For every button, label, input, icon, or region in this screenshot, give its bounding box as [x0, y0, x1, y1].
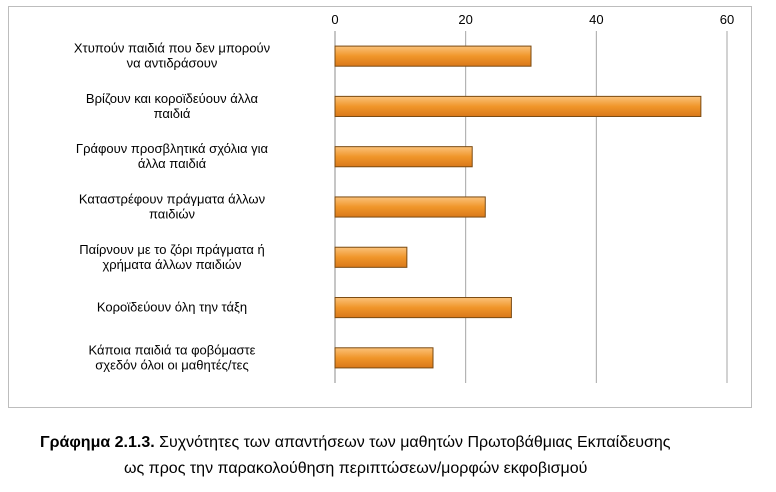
caption-line1: Συχνότητες των απαντήσεων των μαθητών Πρ… [154, 434, 671, 451]
category-label-line: Χτυπούν παιδιά που δεν μπορούν [74, 41, 270, 56]
bar [334, 347, 434, 369]
bar [334, 146, 473, 168]
category-label-line: χρήματα άλλων παιδιών [102, 257, 241, 272]
category-label-line: Βρίζουν και κοροϊδεύουν άλλα [86, 91, 259, 106]
bar [334, 95, 702, 117]
tick-label: 0 [331, 12, 338, 27]
category-label-line: Γράφουν προσβλητικά σχόλια για [76, 141, 269, 156]
category-label-line: παιδιών [149, 207, 195, 222]
category-labels: Χτυπούν παιδιά που δεν μπορούν να αντιδρά… [74, 41, 270, 373]
category-label-line: να αντιδράσουν [127, 56, 218, 71]
bar-chart: 0 20 40 60 Χτυπούν παιδιά που δεν μπορούν να… [74, 12, 734, 383]
bar [334, 196, 486, 218]
category-label: Παίρνουν με το ζόρι πράγματα ή χρήματα άλ… [79, 242, 265, 272]
category-label-line: Παίρνουν με το ζόρι πράγματα ή [79, 242, 265, 257]
category-label-line: Καταστρέφουν πράγματα άλλων [79, 192, 265, 207]
category-label: Χτυπούν παιδιά που δεν μπορούν να αντιδρά… [74, 41, 270, 71]
category-label: Κοροϊδεύουν όλη την τάξη [97, 300, 247, 315]
category-label-line: άλλα παιδιά [138, 156, 207, 171]
category-label-line: παιδιά [154, 106, 191, 121]
bar [334, 297, 512, 319]
bars [334, 45, 702, 369]
bar [334, 45, 532, 67]
category-label-line: σχεδόν όλοι οι μαθητές/τες [95, 357, 248, 372]
category-label-line: Κοροϊδεύουν όλη την τάξη [97, 300, 247, 315]
x-axis-ticks: 0 20 40 60 [331, 12, 734, 27]
figure-caption: Γράφημα 2.1.3. Συχνότητες των απαντήσεων… [40, 430, 760, 482]
category-label: Καταστρέφουν πράγματα άλλων παιδιών [79, 192, 265, 222]
tick-label: 60 [720, 12, 734, 27]
category-label: Κάποια παιδιά τα φοβόμαστε σχεδόν όλοι οι… [89, 342, 256, 372]
caption-label: Γράφημα 2.1.3. [40, 434, 155, 451]
tick-label: 40 [589, 12, 603, 27]
chart-frame: 0 20 40 60 Χτυπούν παιδιά που δεν μπορούν να… [8, 6, 752, 408]
category-label: Βρίζουν και κοροϊδεύουν άλλα παιδιά [86, 91, 259, 121]
tick-label: 20 [458, 12, 472, 27]
category-label: Γράφουν προσβλητικά σχόλια για άλλα παιδι… [76, 141, 269, 171]
category-label-line: Κάποια παιδιά τα φοβόμαστε [89, 342, 256, 357]
bar [334, 246, 408, 268]
caption-line2: ως προς την παρακολούθηση περιπτώσεων/μο… [124, 460, 588, 477]
